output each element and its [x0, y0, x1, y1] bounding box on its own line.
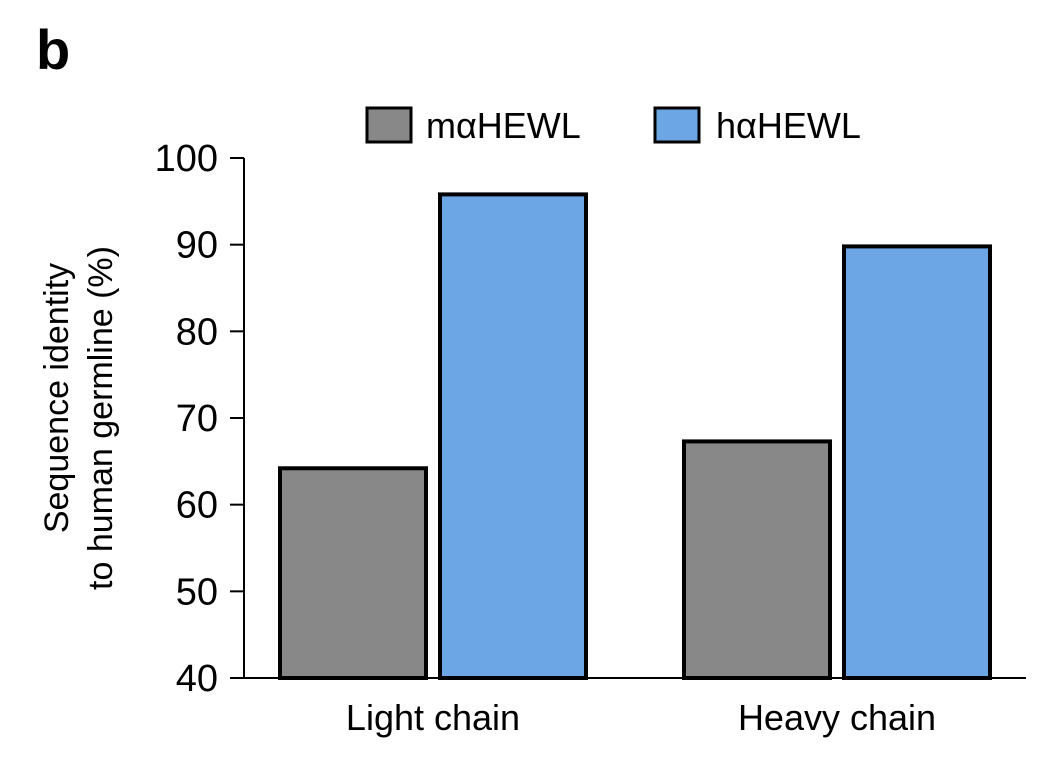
x-tick-label: Light chain	[346, 697, 520, 738]
y-tick-label: 100	[155, 138, 218, 180]
y-tick-label: 50	[176, 571, 218, 613]
y-axis-title: Sequence identity to human germline (%)	[38, 246, 120, 590]
bars	[278, 192, 992, 680]
bar	[438, 192, 588, 680]
panel-label: b	[36, 18, 71, 81]
y-tick-label: 40	[176, 658, 218, 700]
bar	[682, 439, 832, 680]
y-tick-label: 90	[176, 225, 218, 267]
bar	[278, 466, 428, 680]
y-tick-label: 80	[176, 311, 218, 353]
x-tick-label: Heavy chain	[738, 697, 936, 738]
y-axis-title-line-1: Sequence identity	[38, 263, 76, 533]
y-axis-title-line-2: to human germline (%)	[82, 246, 120, 590]
bar	[842, 244, 992, 680]
legend-label: hαHEWL	[716, 105, 861, 146]
y-axis: 40 50 60 70 80 90 100	[155, 138, 245, 700]
legend-swatch	[365, 106, 413, 144]
legend: mαHEWL hαHEWL	[365, 105, 861, 146]
x-tick-labels: Light chain Heavy chain	[346, 697, 936, 738]
y-tick-label: 60	[176, 485, 218, 527]
y-tick-label: 70	[176, 398, 218, 440]
legend-label: mαHEWL	[426, 105, 581, 146]
legend-swatch	[653, 106, 701, 144]
